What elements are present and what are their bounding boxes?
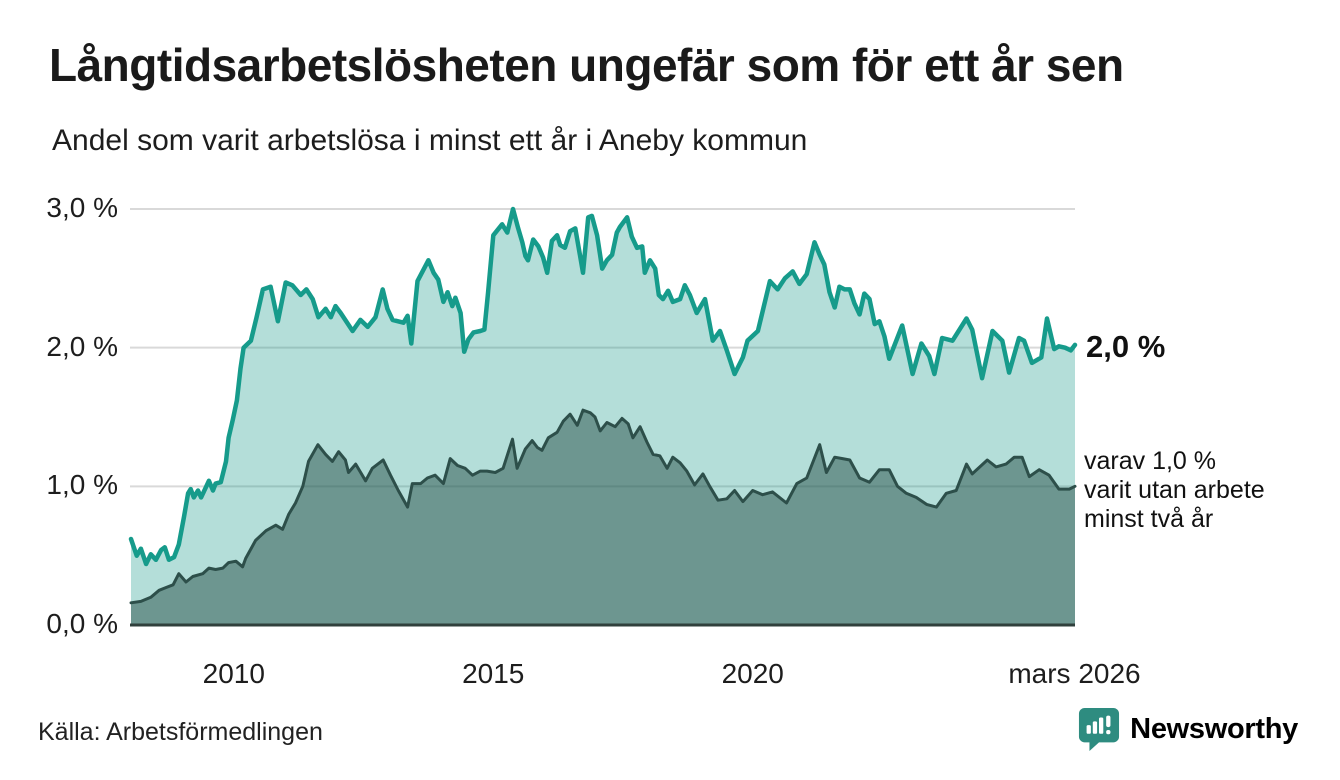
source-attribution: Källa: Arbetsförmedlingen [38, 718, 323, 746]
y-axis-tick-label: 2,0 % [46, 330, 118, 362]
x-axis-tick-label: 2010 [202, 658, 265, 689]
page-title: Långtidsarbetslösheten ungefär som för e… [49, 39, 1124, 91]
page-subtitle: Andel som varit arbetslösa i minst ett å… [52, 124, 808, 157]
series-line [128, 206, 1078, 567]
area-fill [131, 410, 1075, 625]
series-line [129, 408, 1077, 605]
x-axis-tick-label: 2020 [721, 658, 784, 689]
series-end-value-label: 2,0 % [1086, 329, 1166, 364]
annotation-line-3: minst två år [1084, 505, 1214, 533]
annotation-line-1: varav 1,0 % [1084, 447, 1217, 475]
x-axis-tick-label: mars 2026 [1008, 658, 1141, 689]
y-axis-tick-label: 3,0 % [46, 192, 118, 223]
x-axis-tick-label: 2015 [462, 658, 525, 689]
annotation-line-2: varit utan arbete [1084, 476, 1265, 504]
brand-name: Newsworthy [1130, 712, 1298, 745]
brand-logo: Newsworthy [1078, 706, 1298, 752]
series-subset-annotation: varav 1,0 % varit utan arbete minst två … [1084, 447, 1265, 534]
newsworthy-icon [1078, 707, 1120, 751]
y-axis-tick-label: 1,0 % [46, 469, 118, 501]
y-axis-tick-label: 0,0 % [46, 608, 118, 639]
